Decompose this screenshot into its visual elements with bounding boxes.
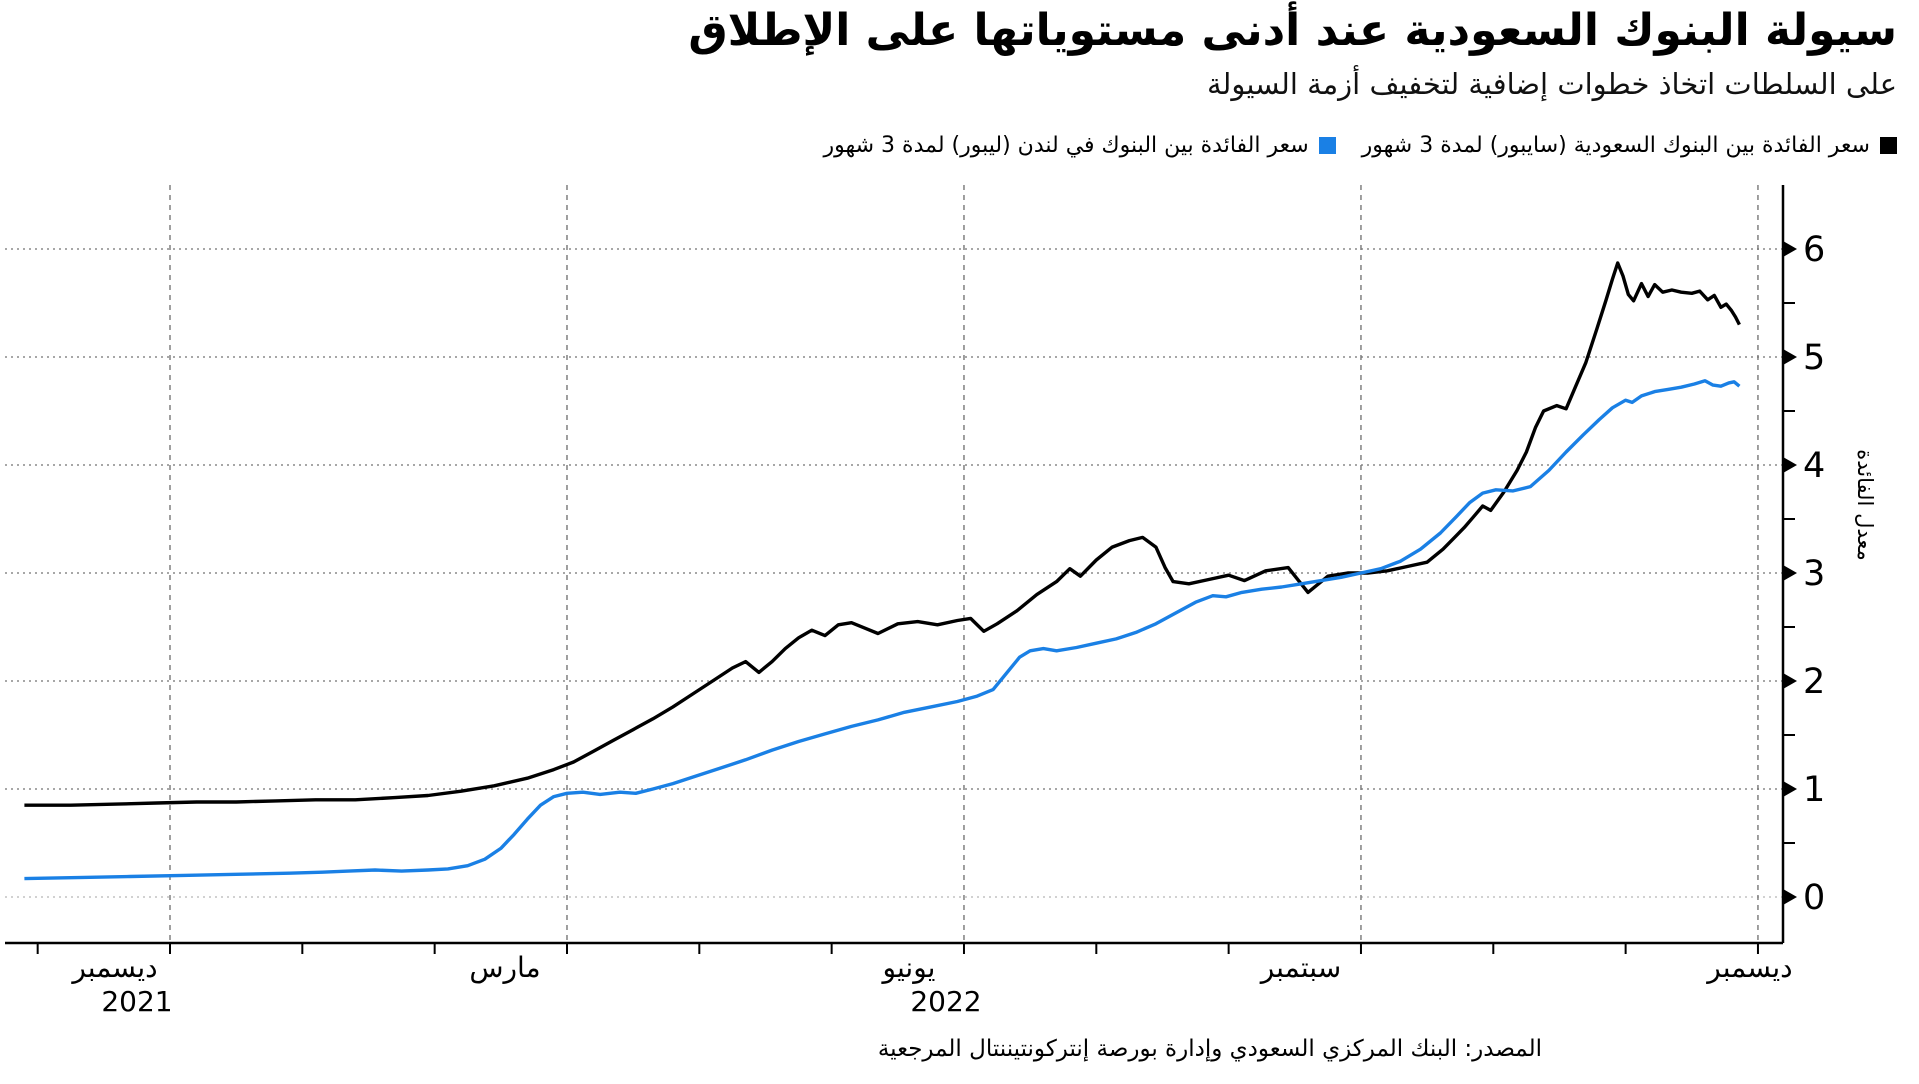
svg-text:5: 5 — [1803, 338, 1825, 378]
legend-label-saibor: سعر الفائدة بين البنوك السعودية (سايبور)… — [1361, 133, 1870, 158]
svg-text:4: 4 — [1803, 446, 1825, 486]
svg-text:2021: 2021 — [101, 985, 172, 1018]
svg-text:1: 1 — [1803, 770, 1825, 810]
svg-text:سبتمبر: سبتمبر — [1259, 951, 1341, 984]
svg-text:6: 6 — [1803, 230, 1825, 270]
svg-text:0: 0 — [1803, 878, 1825, 918]
svg-text:2: 2 — [1803, 662, 1825, 702]
legend-item-saibor: سعر الفائدة بين البنوك السعودية (سايبور)… — [1362, 133, 1897, 158]
svg-text:ديسمبر: ديسمبر — [70, 951, 157, 984]
svg-text:معدل الفائدة: معدل الفائدة — [1853, 449, 1877, 560]
libor-swatch-icon — [1318, 137, 1336, 154]
svg-text:مارس: مارس — [469, 951, 540, 984]
saibor-swatch-icon — [1880, 137, 1897, 154]
chart-subtitle: على السلطات اتخاذ خطوات إضافية لتخفيف أز… — [1207, 66, 1897, 101]
svg-text:يونيو: يونيو — [880, 951, 935, 984]
svg-text:ديسمبر: ديسمبر — [1705, 951, 1792, 984]
chart-header: سيولة البنوك السعودية عند أدنى مستوياتها… — [0, 5, 1897, 101]
chart-title: سيولة البنوك السعودية عند أدنى مستوياتها… — [688, 5, 1897, 56]
legend-label-libor: سعر الفائدة بين البنوك في لندن (ليبور) ل… — [823, 133, 1309, 158]
svg-text:2022: 2022 — [910, 985, 981, 1018]
legend-item-libor: سعر الفائدة بين البنوك في لندن (ليبور) ل… — [823, 133, 1336, 158]
svg-text:3: 3 — [1803, 554, 1825, 594]
chart-legend: سعر الفائدة بين البنوك السعودية (سايبور)… — [823, 133, 1897, 158]
source-note: المصدر: البنك المركزي السعودي وإدارة بور… — [877, 1036, 1542, 1062]
